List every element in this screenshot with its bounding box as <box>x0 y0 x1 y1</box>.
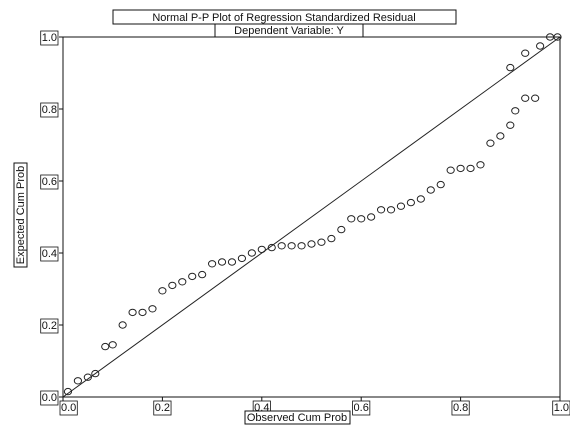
scatter-points <box>63 33 562 396</box>
data-point-35 <box>406 198 415 207</box>
chart-title-box: Normal P-P Plot of Regression Standardiz… <box>112 9 457 38</box>
data-point-24 <box>297 242 306 250</box>
data-point-53 <box>553 33 562 41</box>
y-tick-label-1-frame <box>40 318 59 334</box>
y-tick-label-0-frame <box>40 390 59 406</box>
data-point-17 <box>227 258 237 266</box>
data-point-30 <box>357 215 366 223</box>
data-point-2 <box>83 373 92 381</box>
data-point-42 <box>476 161 485 169</box>
y-tick-label-5: 1.0 <box>40 30 59 46</box>
x-tick-label-5-text: 1.0 <box>554 402 569 414</box>
data-point-27 <box>327 234 336 243</box>
y-tick-label-1-text: 0.2 <box>42 320 57 332</box>
y-tick-label-3-frame <box>40 174 59 190</box>
x-tick-label-4-frame <box>451 400 470 416</box>
x-tick-label-1-text: 0.2 <box>155 402 170 414</box>
data-point-18 <box>237 254 247 263</box>
data-point-34 <box>396 202 406 210</box>
data-point-3 <box>91 369 100 378</box>
x-tick-label-0: 0.0 <box>59 400 78 416</box>
x-tick-label-4: 0.8 <box>451 400 470 416</box>
data-point-0 <box>63 387 73 396</box>
data-point-43 <box>486 139 495 147</box>
y-tick-label-2-text: 0.4 <box>42 248 57 260</box>
y-axis-label-frame <box>13 162 28 268</box>
x-axis-label-frame <box>244 410 351 425</box>
data-point-9 <box>148 305 157 313</box>
data-point-14 <box>198 270 207 279</box>
y-tick-label-2: 0.4 <box>40 246 59 262</box>
x-tick-label-1: 0.2 <box>153 400 172 416</box>
data-point-33 <box>386 206 396 214</box>
chart-title: Normal P-P Plot of Regression Standardiz… <box>152 12 415 24</box>
data-point-23 <box>287 242 296 250</box>
data-point-44 <box>496 132 505 140</box>
y-tick-label-2-frame <box>40 246 59 262</box>
data-point-13 <box>188 272 197 281</box>
data-point-45 <box>506 121 515 129</box>
y-tick-label-3: 0.6 <box>40 174 59 190</box>
reference-line <box>62 36 561 398</box>
data-point-31 <box>367 213 376 221</box>
x-tick-label-3: 0.6 <box>352 400 371 416</box>
x-tick-label-5: 1.0 <box>552 400 570 416</box>
data-point-20 <box>257 245 266 254</box>
data-point-40 <box>456 164 465 173</box>
data-point-16 <box>217 258 227 266</box>
chart-subtitle: Dependent Variable: Y <box>234 25 344 37</box>
data-point-28 <box>337 225 346 234</box>
y-tick-label-1: 0.2 <box>40 318 59 334</box>
data-point-41 <box>466 164 475 173</box>
data-point-1 <box>73 377 83 385</box>
data-point-22 <box>277 242 286 250</box>
y-tick-label-5-text: 1.0 <box>42 32 57 44</box>
y-axis-label: Expected Cum Prob <box>15 166 27 264</box>
data-point-32 <box>376 206 386 214</box>
data-point-19 <box>247 249 256 257</box>
data-point-12 <box>178 278 187 286</box>
data-point-26 <box>317 238 326 246</box>
y-tick-label-0-text: 0.0 <box>42 392 57 404</box>
data-point-46 <box>511 107 520 115</box>
data-point-6 <box>118 321 127 329</box>
x-tick-label-3-frame <box>352 400 371 416</box>
data-point-37 <box>426 186 435 194</box>
x-tick-label-1-frame <box>153 400 172 416</box>
data-point-8 <box>138 308 147 317</box>
data-point-49 <box>506 63 515 72</box>
data-point-4 <box>101 342 110 351</box>
data-point-38 <box>436 180 445 189</box>
x-axis-label: Observed Cum Prob <box>247 412 347 424</box>
data-point-47 <box>521 94 530 102</box>
data-point-5 <box>108 341 117 349</box>
axis-ticks: 0.0 0.2 0.4 0.6 0.8 1.00.00.20.40.60.81.0 <box>40 30 570 416</box>
x-tick-label-4-text: 0.8 <box>453 402 468 414</box>
data-point-29 <box>347 215 356 223</box>
x-tick-label-0-frame <box>59 400 78 416</box>
y-tick-label-4: 0.8 <box>40 102 59 118</box>
y-tick-label-4-frame <box>40 102 59 118</box>
x-tick-label-3-text: 0.6 <box>354 402 369 414</box>
y-tick-label-4-text: 0.8 <box>42 104 57 116</box>
y-axis-label-box: Expected Cum Prob <box>13 162 28 268</box>
y-tick-label-3-text: 0.6 <box>42 176 57 188</box>
data-point-10 <box>158 287 167 295</box>
data-point-25 <box>307 240 316 248</box>
y-tick-label-0: 0.0 <box>40 390 59 406</box>
data-point-36 <box>416 195 425 203</box>
x-tick-label-0-text: 0.0 <box>61 402 76 414</box>
y-tick-label-5-frame <box>40 30 59 46</box>
data-point-48 <box>531 94 540 102</box>
data-point-15 <box>208 260 217 268</box>
data-point-51 <box>536 42 545 50</box>
x-axis-label-box: Observed Cum Prob <box>244 410 351 425</box>
data-point-11 <box>168 281 177 290</box>
data-point-50 <box>521 49 530 57</box>
data-point-39 <box>446 166 455 174</box>
data-point-7 <box>128 308 137 317</box>
x-tick-label-5-frame <box>552 400 570 416</box>
data-point-21 <box>267 243 276 252</box>
